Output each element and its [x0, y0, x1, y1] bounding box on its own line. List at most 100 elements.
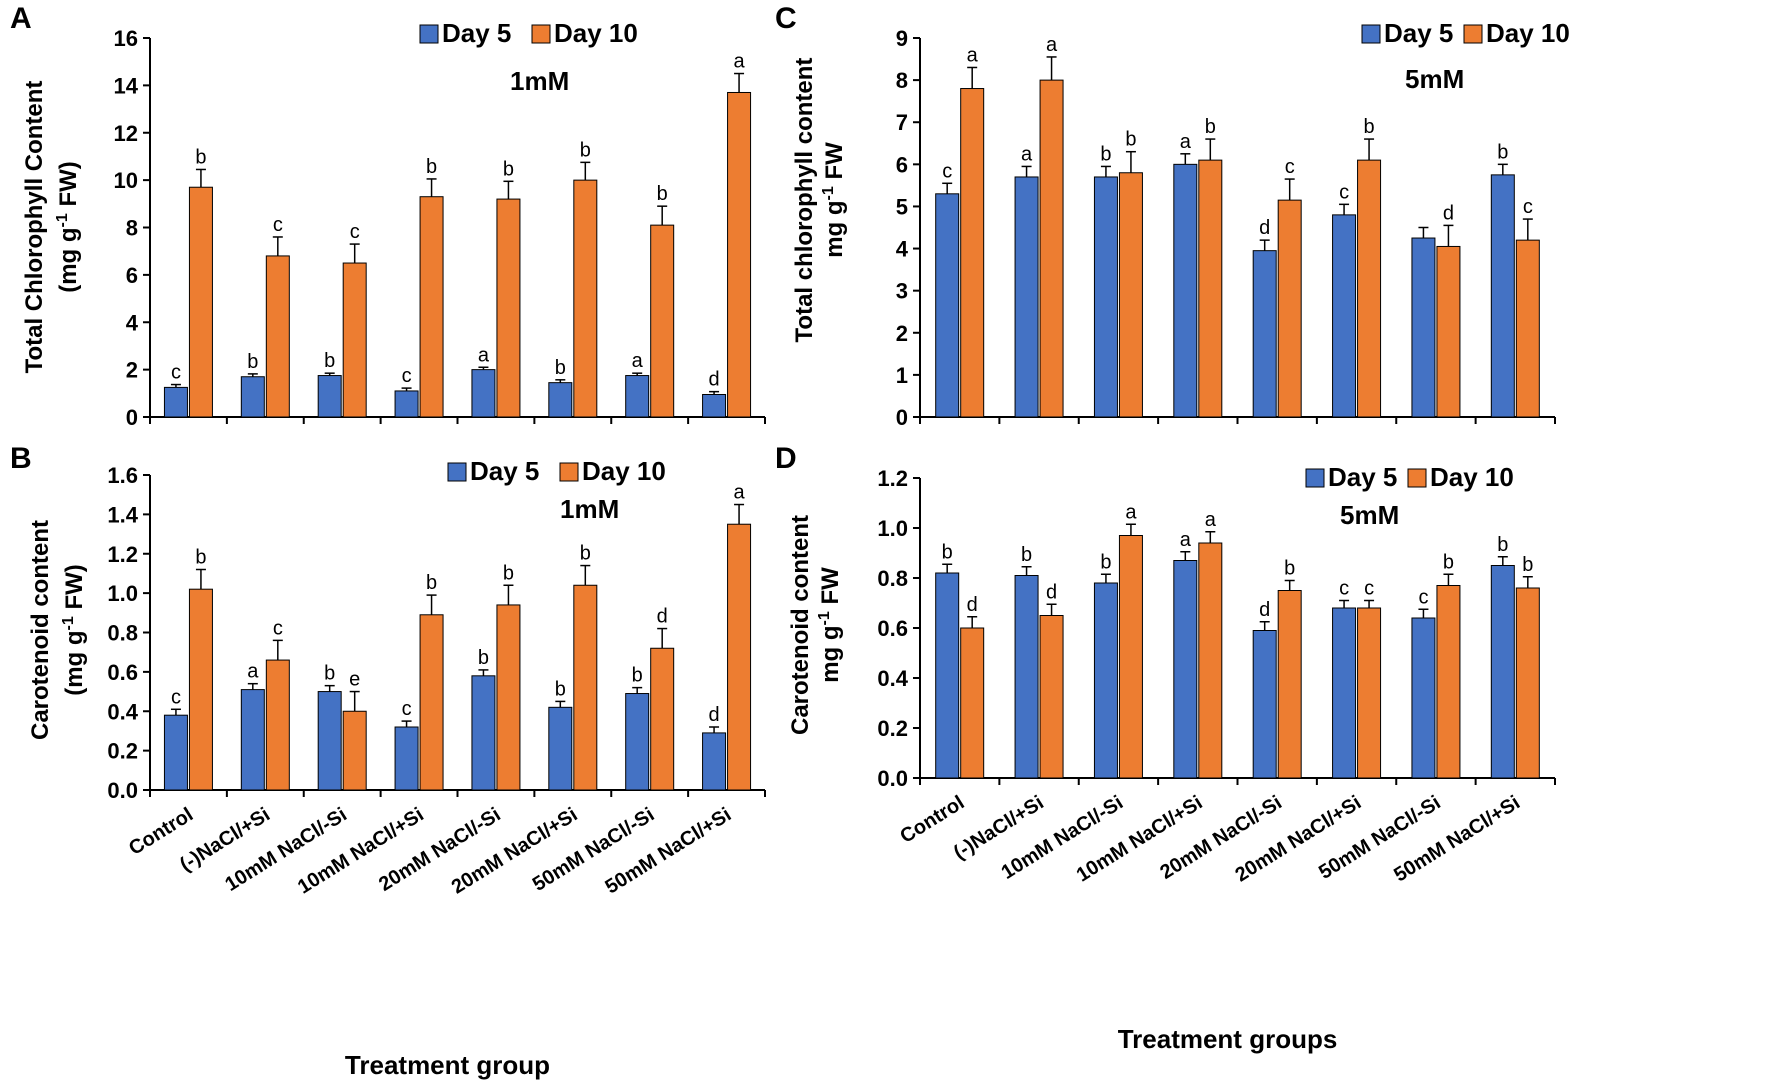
legend-swatch-day5	[1305, 468, 1325, 488]
y-tick-label: 0.4	[107, 699, 138, 724]
day10-bar	[1118, 535, 1143, 779]
y-tick-label: 2	[896, 321, 908, 346]
day5-bar	[1411, 617, 1436, 779]
significance-letter: a	[1205, 509, 1217, 531]
day10-bar	[960, 88, 985, 418]
significance-letter: c	[942, 160, 952, 182]
category-label: 20mM NaCl/+Si	[448, 804, 582, 899]
day5-bar	[471, 675, 496, 791]
unit-part: mg g	[817, 625, 844, 682]
day10-bar	[1515, 239, 1540, 418]
day10-bar	[727, 91, 752, 418]
y-axis-title: Total Chlorophyll Content	[21, 81, 48, 374]
legend: Day 5 Day 10	[1305, 462, 1514, 492]
day5-bar	[702, 732, 727, 791]
day5-bar	[240, 689, 265, 791]
unit-part: FW)	[61, 564, 88, 616]
significance-letter: c	[1339, 181, 1349, 203]
y-tick-label: 9	[896, 26, 908, 51]
significance-letter: c	[1364, 578, 1374, 600]
significance-letter: b	[195, 547, 206, 569]
significance-letter: b	[1364, 116, 1375, 138]
day5-bar	[702, 393, 727, 418]
significance-letter: b	[580, 543, 591, 565]
y-axis-title: Carotenoid content	[787, 515, 814, 735]
significance-letter: c	[1523, 196, 1533, 218]
significance-letter: b	[426, 572, 437, 594]
significance-letter: c	[350, 221, 360, 243]
unit-superscript: -1	[54, 213, 71, 227]
significance-letter: d	[1046, 581, 1057, 603]
y-tick-label: 3	[896, 279, 908, 304]
day10-bar	[727, 523, 752, 791]
day5-bar	[935, 572, 960, 779]
significance-letter: c	[273, 617, 283, 639]
significance-letter: b	[1100, 551, 1111, 573]
unit-superscript: -1	[60, 616, 77, 630]
significance-letter: d	[709, 704, 720, 726]
legend-label-day10: Day 10	[1430, 462, 1514, 492]
panel-letter: C	[775, 2, 797, 35]
day10-bar	[1277, 590, 1302, 779]
day10-bar	[496, 604, 521, 791]
y-axis-unit: mg g-1 FW	[816, 567, 844, 683]
category-label: Control	[896, 792, 968, 848]
significance-letter: b	[195, 146, 206, 168]
significance-letter: b	[247, 351, 258, 373]
significance-letter: c	[1285, 156, 1295, 178]
day10-bar	[1357, 159, 1382, 418]
day10-bar	[265, 659, 290, 791]
legend-label-day10: Day 10	[554, 18, 638, 48]
day5-bar	[1173, 560, 1198, 779]
significance-letter: b	[580, 139, 591, 161]
significance-letter: c	[402, 365, 412, 387]
y-tick-label: 1.2	[107, 542, 138, 567]
significance-letter: d	[709, 369, 720, 391]
y-tick-label: 5	[896, 194, 908, 219]
significance-letter: c	[171, 362, 181, 384]
day5-bar	[394, 726, 419, 791]
significance-letter: b	[1125, 129, 1136, 151]
x-axis-title: Treatment group	[345, 1050, 550, 1080]
legend-label-day5: Day 5	[1384, 18, 1453, 48]
y-axis-title: Total chlorophyll content	[791, 58, 818, 343]
panel-letter: A	[10, 2, 32, 35]
y-tick-label: 10	[114, 168, 138, 193]
y-tick-label: 8	[896, 68, 908, 93]
significance-letter: d	[1259, 217, 1270, 239]
day5-bar	[548, 382, 573, 418]
y-axis-unit: (mg g-1 FW)	[54, 161, 82, 293]
category-label: 50mM NaCl/+Si	[601, 804, 735, 899]
day5-bar	[1173, 163, 1198, 418]
significance-letter: b	[1522, 554, 1533, 576]
day10-bar	[1039, 79, 1064, 418]
y-axis-unit: mg g-1 FW	[820, 142, 848, 258]
concentration-label: 1mM	[510, 66, 569, 96]
legend-swatch-day10	[1463, 24, 1483, 44]
concentration-label: 5mM	[1405, 64, 1464, 94]
legend-swatch-day10	[531, 24, 551, 44]
significance-letter: d	[967, 594, 978, 616]
y-tick-label: 0.0	[107, 778, 138, 803]
day10-bar	[573, 584, 598, 791]
unit-superscript: -1	[820, 186, 837, 200]
day5-bar	[1093, 582, 1118, 779]
day5-bar	[1252, 630, 1277, 779]
chart-panel-b: B0.00.20.40.60.81.01.21.41.6cbControlac(…	[10, 442, 766, 1080]
panel-letter: D	[775, 442, 797, 475]
significance-letter: c	[273, 214, 283, 236]
y-tick-label: 1.0	[107, 581, 138, 606]
y-tick-label: 0.6	[877, 616, 908, 641]
significance-letter: b	[555, 357, 566, 379]
y-tick-label: 12	[114, 121, 138, 146]
y-tick-label: 4	[896, 237, 909, 262]
significance-letter: c	[171, 686, 181, 708]
day10-bar	[1436, 585, 1461, 779]
significance-letter: a	[1046, 34, 1058, 56]
unit-part: mg g	[821, 200, 848, 257]
day10-bar	[265, 255, 290, 418]
legend: Day 5 Day 10	[419, 18, 638, 48]
legend-swatch-day10	[559, 462, 579, 482]
day5-bar	[394, 390, 419, 418]
legend: Day 5 Day 10	[447, 456, 666, 486]
